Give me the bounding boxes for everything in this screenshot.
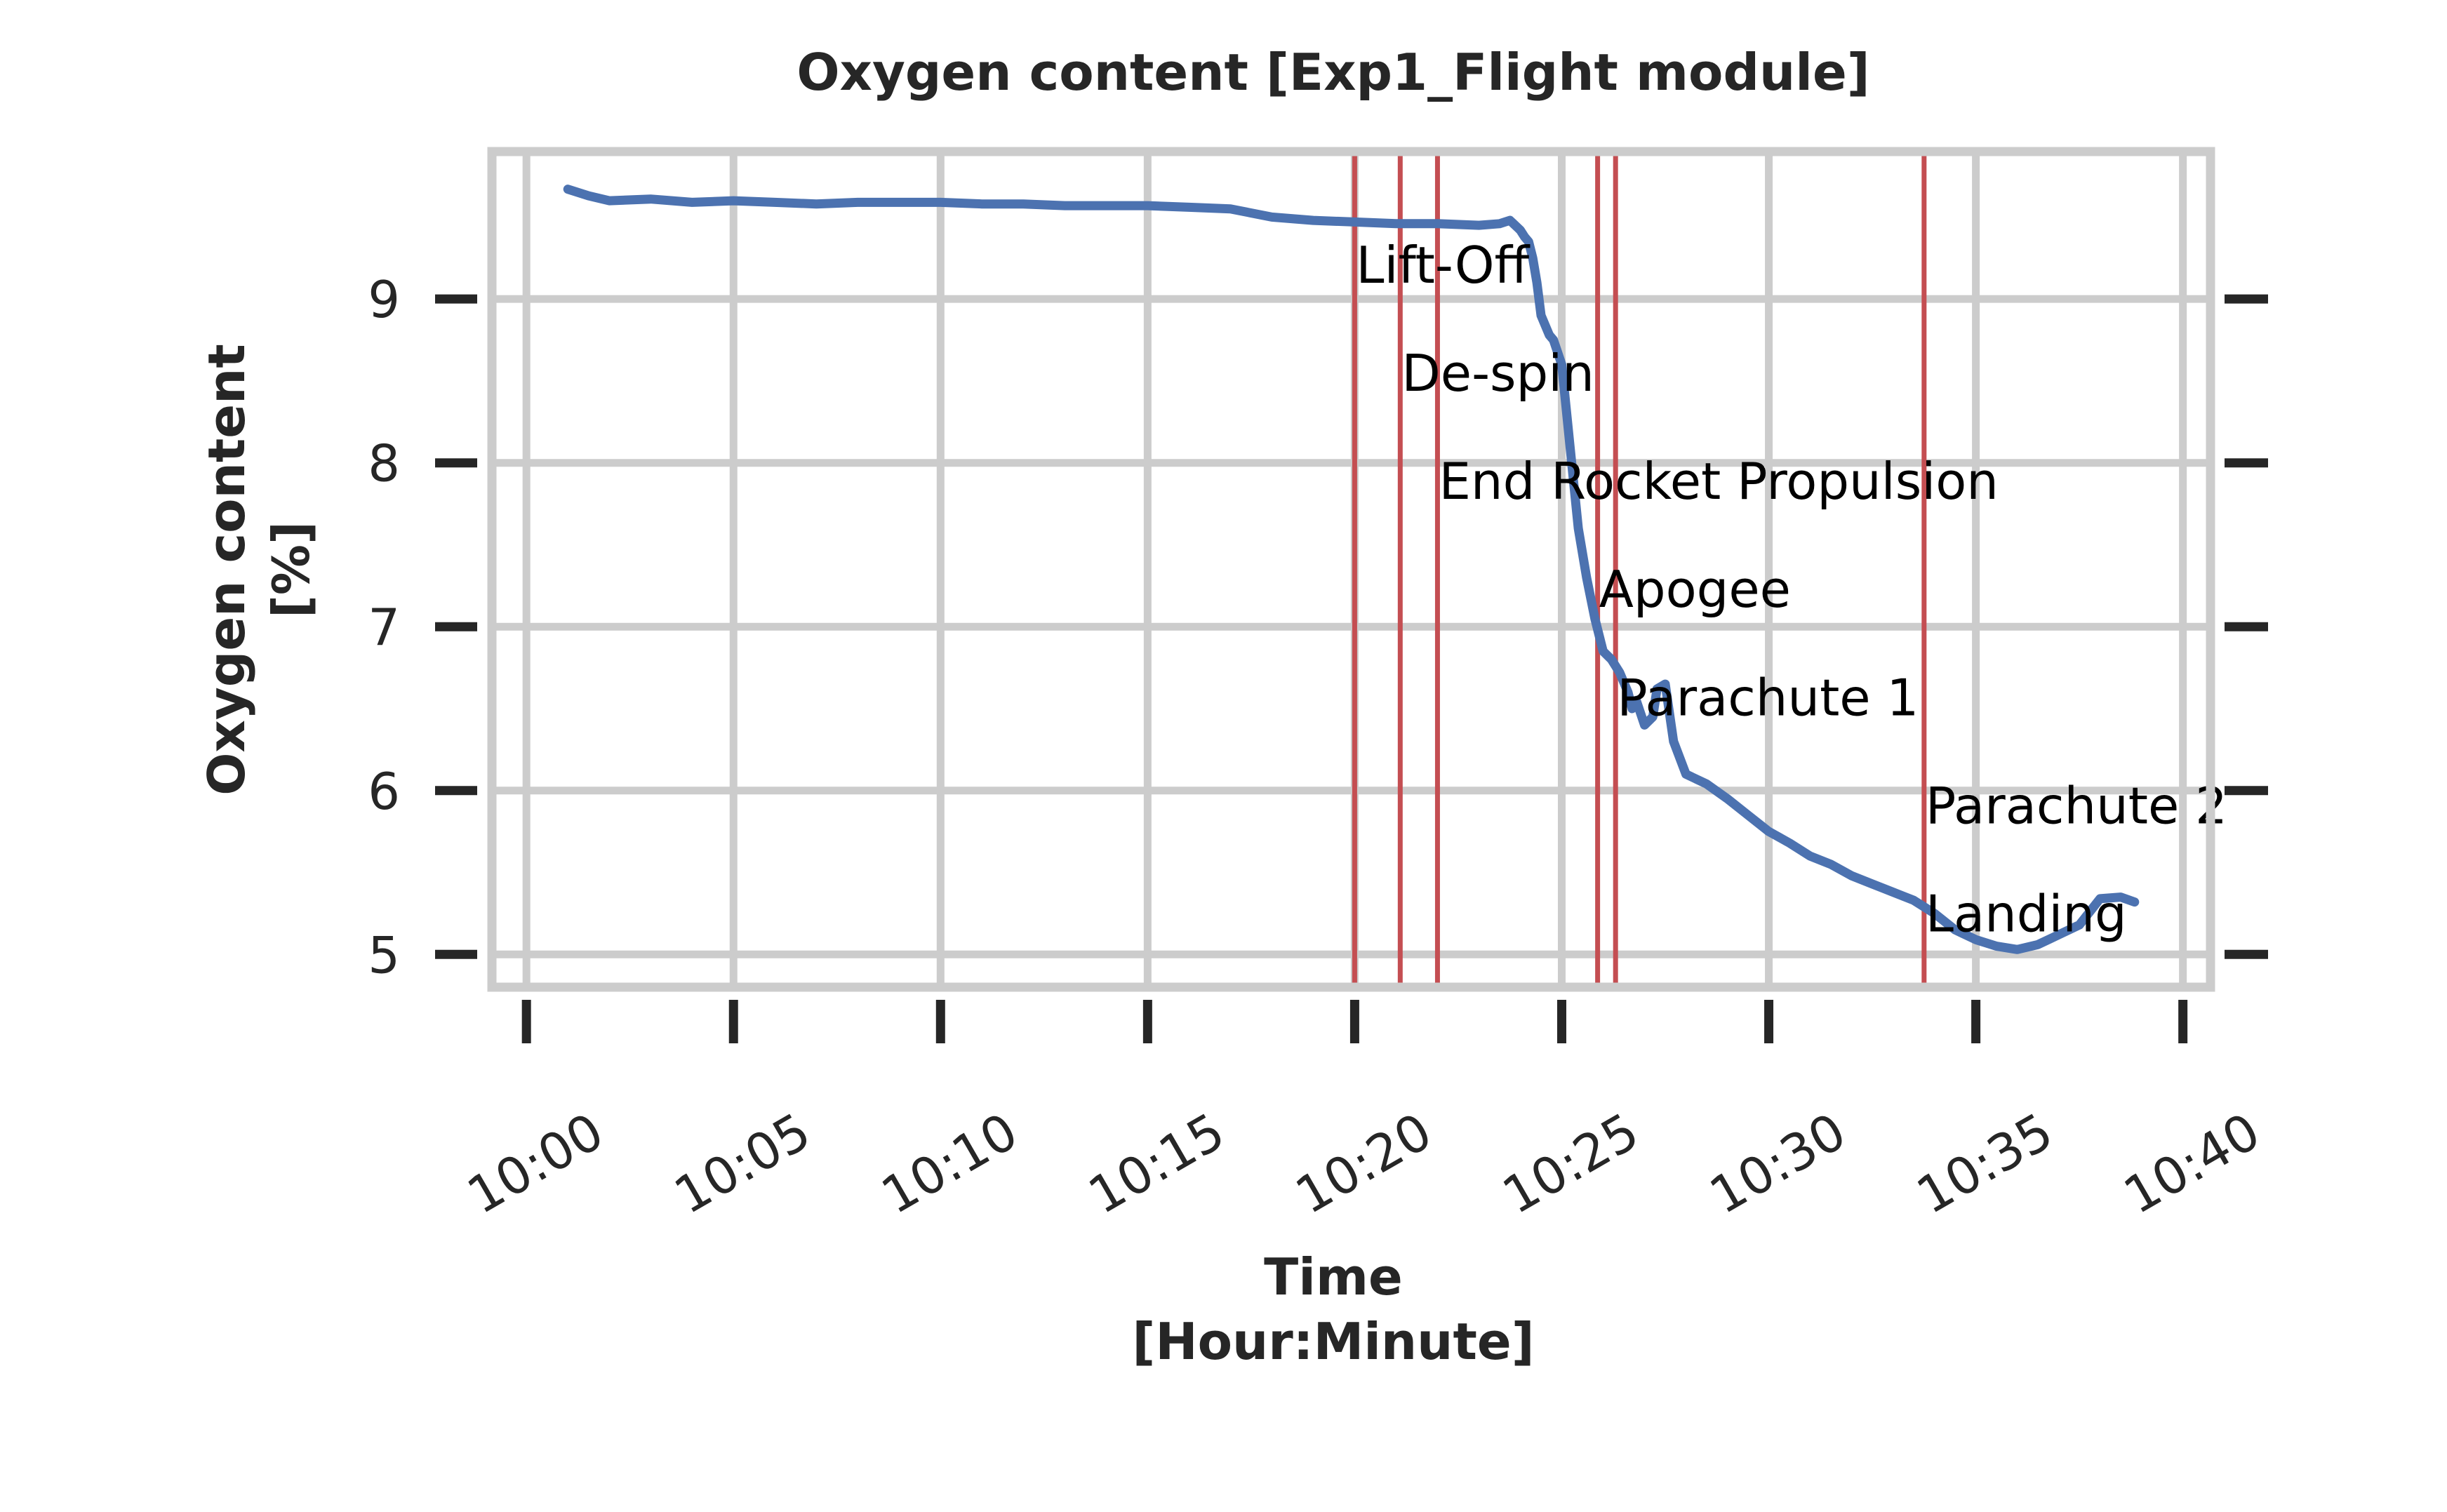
x-tick-label: 10:05 (665, 1102, 820, 1225)
event-lines (1352, 152, 1927, 987)
chart-title: Oxygen content [Exp1_Flight module] (796, 43, 1869, 102)
plot-frame (487, 147, 2215, 992)
x-tick-label: 10:10 (872, 1102, 1027, 1225)
x-tick-label: 10:40 (2114, 1102, 2269, 1225)
event-label: Apogee (1599, 560, 1791, 619)
event-label: Lift-Off (1356, 236, 1530, 295)
tick-labels: 10:00 10:05 10:10 10:15 10:20 10:25 10:30 10:35… (368, 270, 2269, 1225)
series-layer (563, 185, 2140, 954)
axis-ticks (435, 294, 2268, 1043)
y-tick-label: 6 (368, 762, 400, 821)
y-tick-label: 9 (368, 270, 400, 329)
event-label: De-spin (1401, 344, 1594, 403)
x-axis-label: Time [Hour:Minute] (1132, 1247, 1534, 1371)
y-tick-label: 8 (368, 434, 400, 493)
event-labels: Lift-Off De-spin End Rocket Propulsion Apog… (1356, 236, 2227, 944)
x-tick-label: 10:00 (458, 1102, 613, 1225)
event-label: Parachute 2 (1926, 776, 2227, 835)
event-label: End Rocket Propulsion (1439, 452, 1998, 511)
x-tick-label: 10:20 (1286, 1102, 1441, 1225)
x-tick-label: 10:30 (1700, 1102, 1855, 1225)
event-label: Parachute 1 (1617, 668, 1919, 727)
y-tick-label: 5 (368, 925, 400, 984)
event-label: Landing (1926, 885, 2127, 944)
x-tick-label: 10:15 (1079, 1102, 1234, 1225)
oxygen-series-line (563, 185, 2140, 954)
y-axis-label: Oxygen content [%] (197, 344, 321, 796)
y-tick-label: 7 (368, 598, 400, 657)
grid-lines (492, 152, 2211, 987)
x-tick-label: 10:25 (1493, 1102, 1648, 1225)
x-tick-label: 10:35 (1907, 1102, 2062, 1225)
